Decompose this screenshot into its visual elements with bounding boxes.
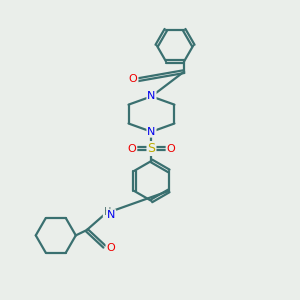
Text: N: N xyxy=(107,210,115,220)
Text: O: O xyxy=(167,143,175,154)
Text: O: O xyxy=(106,243,115,253)
Text: O: O xyxy=(129,74,138,84)
Text: O: O xyxy=(128,143,136,154)
Text: N: N xyxy=(147,92,156,101)
Text: S: S xyxy=(148,142,155,155)
Text: H: H xyxy=(103,207,111,217)
Text: N: N xyxy=(147,127,156,137)
